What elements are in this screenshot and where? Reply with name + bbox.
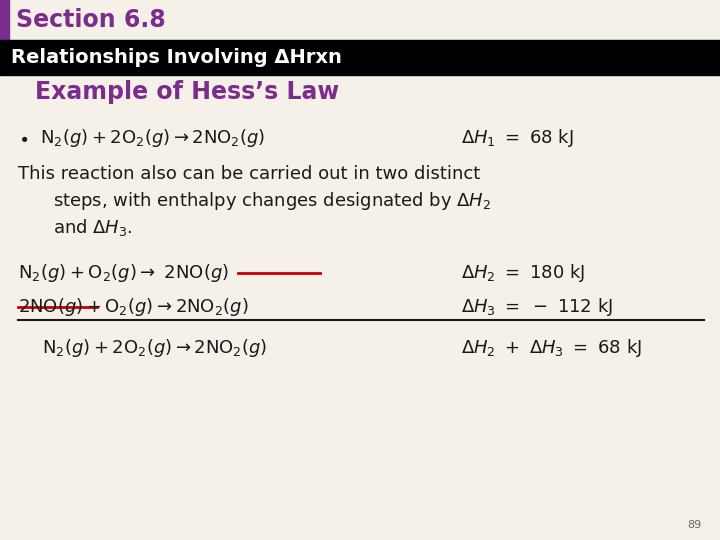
Text: $\mathrm{N_2(}$$\mathit{g}\mathrm{) + O_2(}$$\mathit{g}\mathrm{) \rightarrow\ 2N: $\mathrm{N_2(}$$\mathit{g}\mathrm{) + O_… — [18, 262, 229, 284]
Text: Example of Hess’s Law: Example of Hess’s Law — [35, 80, 339, 104]
Text: This reaction also can be carried out in two distinct: This reaction also can be carried out in… — [18, 165, 480, 183]
Text: $\mathrm{2NO(}$$\mathit{g}\mathrm{) + O_2(}$$\mathit{g}\mathrm{) \rightarrow 2NO: $\mathrm{2NO(}$$\mathit{g}\mathrm{) + O_… — [18, 296, 248, 318]
Text: $\Delta\mathit{H}_2\ +\ \Delta\mathit{H}_3\ =\ 68\ \mathrm{kJ}$: $\Delta\mathit{H}_2\ +\ \Delta\mathit{H}… — [461, 338, 642, 359]
Text: $\Delta\mathit{H}_1\ =\ 68\ \mathrm{kJ}$: $\Delta\mathit{H}_1\ =\ 68\ \mathrm{kJ}$ — [461, 127, 574, 148]
Text: $\Delta\mathit{H}_3\ =\ -\ 112\ \mathrm{kJ}$: $\Delta\mathit{H}_3\ =\ -\ 112\ \mathrm{… — [461, 296, 613, 318]
Text: Section 6.8: Section 6.8 — [16, 8, 166, 32]
Text: 89: 89 — [688, 520, 702, 530]
Text: $\bullet$: $\bullet$ — [18, 129, 28, 147]
Text: $\mathrm{N_2(}$$\mathit{g}\mathrm{) + 2O_2(}$$\mathit{g}\mathrm{) \rightarrow 2N: $\mathrm{N_2(}$$\mathit{g}\mathrm{) + 2O… — [42, 338, 267, 359]
Text: steps, with enthalpy changes designated by $\Delta\mathit{H}_2$: steps, with enthalpy changes designated … — [53, 190, 491, 212]
Text: $\Delta\mathit{H}_2\ =\ 180\ \mathrm{kJ}$: $\Delta\mathit{H}_2\ =\ 180\ \mathrm{kJ}… — [461, 262, 585, 284]
Text: and $\Delta\mathit{H}_3$.: and $\Delta\mathit{H}_3$. — [53, 218, 132, 238]
Text: $\mathrm{N_2(}$$\mathit{g}\mathrm{) + 2O_2(}$$\mathit{g}\mathrm{) \rightarrow 2N: $\mathrm{N_2(}$$\mathit{g}\mathrm{) + 2O… — [40, 127, 265, 148]
Text: Relationships Involving ΔHrxn: Relationships Involving ΔHrxn — [11, 48, 342, 67]
